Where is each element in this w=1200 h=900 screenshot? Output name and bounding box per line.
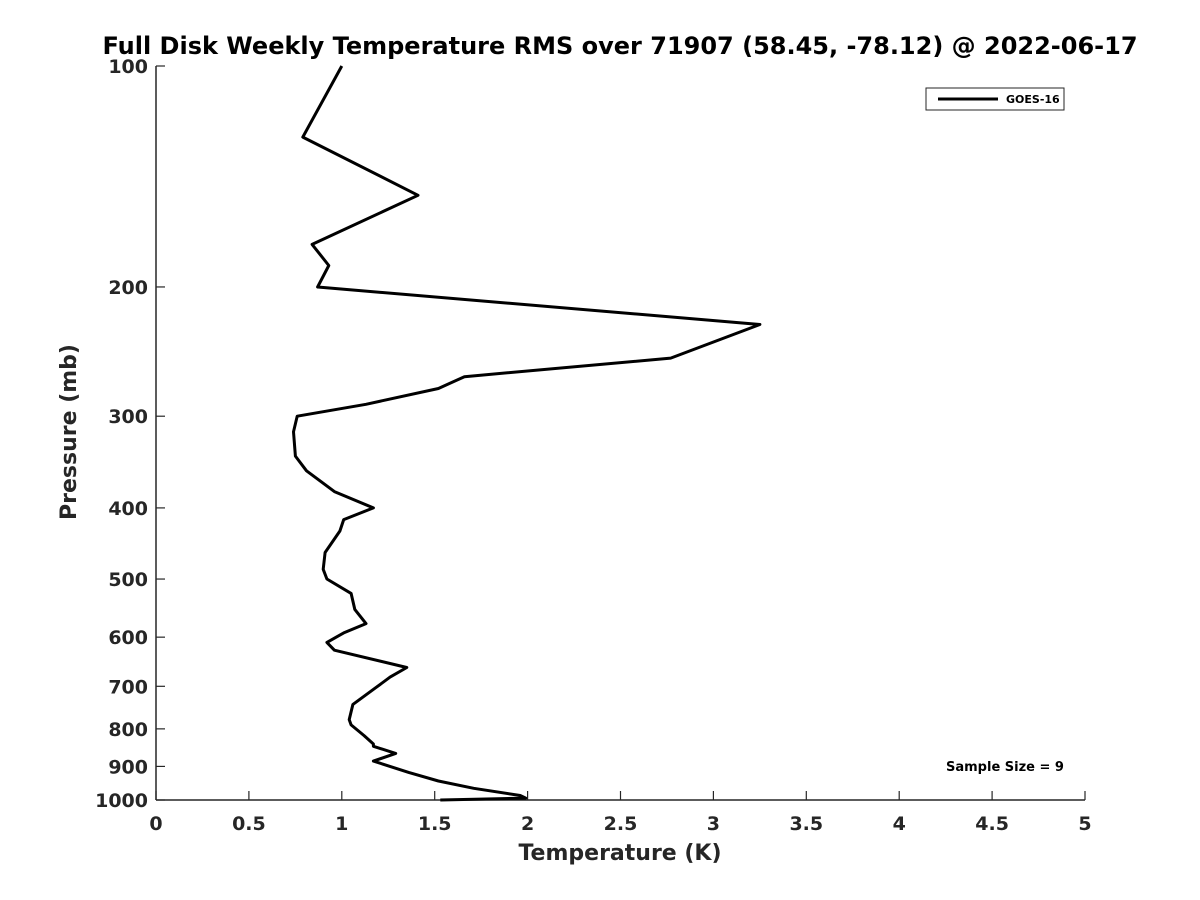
y-tick-label: 700 [108,676,148,698]
x-tick-label: 2 [521,813,534,835]
x-tick-label: 3.5 [789,813,823,835]
x-tick-label: 1 [335,813,348,835]
series-group [292,65,762,802]
legend: GOES-16 [925,87,1065,111]
x-tick-label: 4 [893,813,906,835]
y-ticks: 100 200 300 400 500 600 700 800 900 1000 [95,56,165,812]
y-tick-label: 600 [108,627,148,649]
x-tick-label: 5 [1078,813,1091,835]
y-tick-label: 300 [108,406,148,428]
y-tick-label: 500 [108,569,148,591]
y-tick-label: 800 [108,719,148,741]
x-tick-label: 2.5 [604,813,638,835]
series-line-GOES-16 [292,65,762,802]
x-tick-label: 0.5 [232,813,266,835]
chart-title: Full Disk Weekly Temperature RMS over 71… [102,32,1137,60]
x-tick-label: 4.5 [975,813,1009,835]
legend-label: GOES-16 [1006,93,1060,106]
plot-area: 0 0.5 1 1.5 2 2.5 3 3.5 4 4.5 5 100 200 300 400 500 600… [95,56,1092,835]
y-tick-label: 400 [108,498,148,520]
y-tick-label: 900 [108,756,148,778]
y-axis-label: Pressure (mb) [57,344,82,520]
sample-size-note: Sample Size = 9 [946,760,1064,775]
x-axis-label: Temperature (K) [518,841,721,866]
y-tick-label: 1000 [95,790,148,812]
x-tick-label: 1.5 [418,813,452,835]
x-ticks: 0 0.5 1 1.5 2 2.5 3 3.5 4 4.5 5 [149,791,1092,835]
x-tick-label: 0 [149,813,162,835]
y-tick-label: 100 [108,56,148,78]
x-tick-label: 3 [707,813,720,835]
y-tick-label: 200 [108,277,148,299]
